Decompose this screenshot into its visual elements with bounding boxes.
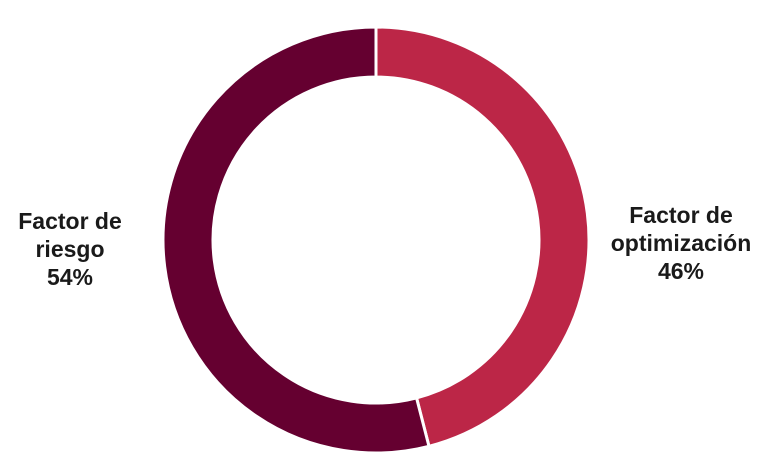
slice-name-line: optimización: [611, 230, 752, 256]
slice-label-2: Factor de riesgo 54%: [18, 208, 122, 290]
slice-name-line: Factor de: [18, 208, 122, 234]
slice-value-label: 54%: [47, 264, 93, 290]
donut-slices: [161, 25, 591, 455]
slice-value-label: 46%: [658, 258, 704, 284]
slice-name-line: riesgo: [35, 236, 104, 262]
slice-name-line: Factor de: [629, 202, 733, 228]
slice-labels: Factor de optimización 46%Factor de riesgo 5…: [18, 202, 751, 290]
donut-slice-2: [161, 25, 431, 455]
donut-slice-1: [374, 25, 591, 449]
slice-label-1: Factor de optimización 46%: [611, 202, 752, 284]
